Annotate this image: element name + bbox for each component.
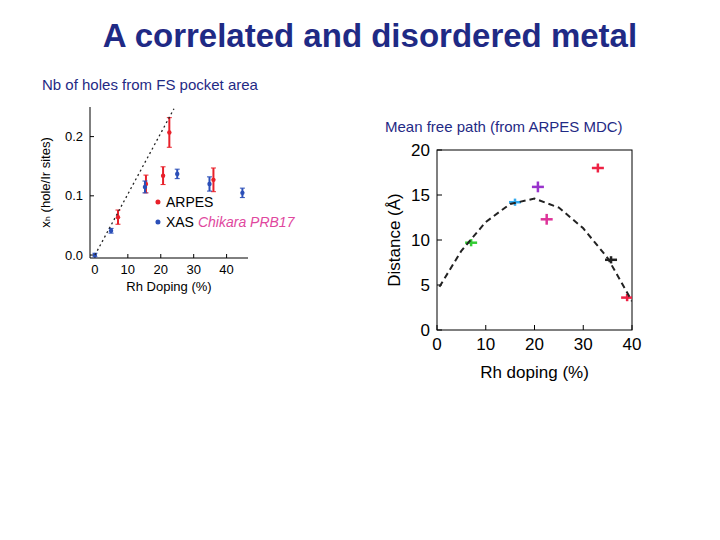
y-tick: [437, 150, 442, 151]
point: [143, 185, 147, 189]
plot-marks: [92, 109, 244, 257]
x-tick: [534, 325, 535, 330]
y-tick-label: 5: [421, 276, 430, 295]
point: [592, 167, 604, 170]
point: [532, 186, 544, 189]
canvas: A correlated and disordered metal Nb of h…: [0, 0, 720, 540]
point: [240, 191, 244, 195]
x-tick: [193, 254, 194, 258]
point: [207, 182, 211, 186]
chart: Nb of holes from FS pocket area 0 10 20 30 40…: [38, 76, 296, 294]
point: [211, 178, 215, 182]
error-cap: [161, 167, 166, 185]
x-tick-label: 40: [219, 262, 233, 277]
y-axis-label: xₕ (hole/Ir sites): [38, 137, 53, 228]
slide: {"title":"A correlated and disordered me…: [0, 0, 720, 540]
legend-label: XAS: [166, 214, 194, 230]
fit-line: [439, 199, 632, 302]
x-tick: [160, 254, 161, 258]
plot-frame: [437, 150, 632, 330]
y-tick: [437, 240, 442, 241]
error-cap: [211, 168, 216, 192]
error-cap: [142, 181, 147, 193]
legend: ARPES XASChikara PRB17: [155, 194, 295, 230]
fit-line: [95, 109, 174, 255]
y-tick: [437, 195, 442, 196]
x-tick-label: 30: [574, 335, 593, 354]
point: [605, 259, 617, 262]
y-axis-label: Distance (Å): [385, 193, 404, 287]
error-cap: [240, 188, 245, 197]
error-cap: [175, 169, 180, 178]
legend-swatch: [155, 200, 160, 205]
x-tick-label: 40: [623, 335, 642, 354]
y-tick: [90, 136, 94, 137]
point: [621, 296, 632, 299]
chart-title: Nb of holes from FS pocket area: [42, 76, 259, 93]
y-tick: [90, 195, 94, 196]
error-cap: [109, 228, 114, 233]
error-cap: [207, 177, 212, 191]
x-tick-label: 10: [476, 335, 495, 354]
x-axis-label: Rh Doping (%): [126, 279, 211, 294]
point: [541, 218, 553, 221]
y-tick-label: 20: [411, 141, 430, 160]
x-tick-label: 20: [525, 335, 544, 354]
x-tick: [127, 254, 128, 258]
x-tick-label: 30: [186, 262, 200, 277]
error-cap: [143, 175, 148, 193]
legend-annotation: Chikara PRB17: [198, 214, 296, 230]
x-tick: [485, 325, 486, 330]
y-tick-label: 0.2: [65, 129, 83, 144]
x-axis-label: Rh doping (%): [480, 363, 589, 382]
point: [161, 173, 165, 177]
plot-marks: [439, 164, 632, 302]
x-tick: [583, 325, 584, 330]
x-axis: [90, 258, 248, 259]
y-tick: [437, 330, 442, 331]
point: [175, 172, 179, 176]
x-tick-label: 0: [432, 335, 441, 354]
error-cap: [167, 118, 172, 148]
x-tick-label: 10: [121, 262, 135, 277]
y-tick-label: 0: [421, 321, 430, 340]
y-tick-label: 0.1: [65, 188, 83, 203]
point: [109, 229, 113, 233]
y-tick-label: 0.0: [65, 248, 83, 263]
x-tick-label: 20: [154, 262, 168, 277]
legend-swatch: [155, 220, 160, 225]
legend-label: ARPES: [166, 194, 213, 210]
x-tick: [632, 325, 633, 330]
chart-title: Mean free path (from ARPES MDC): [385, 118, 623, 135]
y-tick-label: 15: [411, 186, 430, 205]
x-tick-label: 0: [91, 262, 98, 277]
y-axis: [90, 107, 91, 258]
error-cap: [115, 210, 120, 224]
slide-title: A correlated and disordered metal: [103, 17, 637, 54]
point: [167, 130, 171, 134]
point: [116, 215, 120, 219]
x-tick: [437, 325, 438, 330]
x-tick: [226, 254, 227, 258]
chart: Mean free path (from ARPES MDC) 0 10 20 30 40…: [385, 118, 641, 382]
y-tick-label: 10: [411, 231, 430, 250]
